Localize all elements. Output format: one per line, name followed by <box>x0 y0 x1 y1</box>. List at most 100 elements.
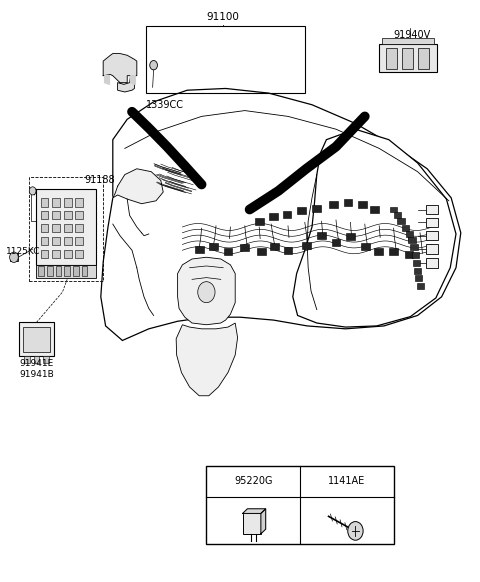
Bar <box>405 251 413 258</box>
Bar <box>29 177 103 281</box>
Text: 1339CC: 1339CC <box>146 100 184 110</box>
Bar <box>240 244 249 251</box>
Bar <box>52 211 60 219</box>
Bar <box>389 248 398 255</box>
Text: 1125KC: 1125KC <box>6 247 40 256</box>
Text: 91941E: 91941E <box>19 359 53 367</box>
Text: 91940V: 91940V <box>394 30 431 40</box>
Bar <box>64 211 72 219</box>
Text: 91100: 91100 <box>207 12 240 22</box>
Bar <box>224 248 232 255</box>
Text: 91188: 91188 <box>84 175 115 185</box>
Polygon shape <box>113 169 163 204</box>
Bar <box>317 232 326 239</box>
Polygon shape <box>261 509 266 534</box>
Bar <box>41 224 48 232</box>
Bar <box>426 231 438 240</box>
Circle shape <box>10 252 18 262</box>
Bar <box>75 237 83 245</box>
Bar <box>10 253 18 261</box>
Bar <box>209 243 218 250</box>
Bar <box>52 224 60 232</box>
Bar <box>426 205 438 214</box>
Bar <box>379 44 437 72</box>
Bar <box>397 218 405 224</box>
Bar <box>36 265 96 278</box>
Bar <box>284 247 292 254</box>
Bar <box>361 243 370 250</box>
Bar <box>43 356 49 363</box>
Bar <box>418 48 429 69</box>
Bar <box>36 189 96 265</box>
Bar <box>406 231 413 237</box>
Bar <box>410 244 418 250</box>
Bar <box>358 201 367 208</box>
Polygon shape <box>178 257 235 325</box>
Bar <box>412 252 419 258</box>
Bar <box>402 225 409 231</box>
Circle shape <box>150 61 157 70</box>
Bar <box>23 327 50 352</box>
Bar <box>19 322 54 356</box>
Bar <box>75 224 83 232</box>
Bar <box>382 38 434 44</box>
Bar <box>56 266 61 276</box>
Circle shape <box>348 521 363 540</box>
Bar <box>283 211 291 218</box>
Bar <box>82 266 87 276</box>
Bar <box>414 268 421 274</box>
Bar <box>52 198 60 207</box>
Circle shape <box>198 282 215 303</box>
Bar <box>426 244 438 254</box>
Bar <box>64 266 70 276</box>
Polygon shape <box>105 76 109 84</box>
Bar <box>426 218 438 227</box>
Bar <box>270 243 279 250</box>
Bar <box>64 198 72 207</box>
Text: 95220G: 95220G <box>234 476 273 487</box>
Bar <box>206 466 394 544</box>
Polygon shape <box>101 88 461 340</box>
Bar <box>195 246 204 253</box>
Bar <box>64 250 72 258</box>
Polygon shape <box>131 76 135 84</box>
Bar <box>402 48 413 69</box>
Bar <box>52 250 60 258</box>
Polygon shape <box>103 54 137 92</box>
Bar <box>146 26 305 93</box>
Bar <box>408 237 416 243</box>
Bar <box>242 513 261 534</box>
Bar <box>41 237 48 245</box>
Bar <box>417 283 424 289</box>
Bar <box>426 258 438 268</box>
Bar <box>386 48 397 69</box>
Bar <box>64 237 72 245</box>
Bar <box>41 211 48 219</box>
Bar <box>332 239 340 246</box>
Polygon shape <box>242 509 266 513</box>
Bar <box>38 266 44 276</box>
Bar <box>47 266 53 276</box>
Bar <box>329 201 338 208</box>
Bar <box>346 233 355 240</box>
Bar <box>34 356 39 363</box>
Bar <box>64 224 72 232</box>
Bar <box>413 260 420 266</box>
Bar <box>302 242 311 249</box>
Polygon shape <box>176 323 238 396</box>
Bar <box>370 206 379 213</box>
Text: 91941B: 91941B <box>19 370 54 378</box>
Bar <box>374 248 383 255</box>
Bar <box>75 211 83 219</box>
Text: 1141AE: 1141AE <box>328 476 365 487</box>
Bar <box>312 205 321 212</box>
Circle shape <box>29 187 36 195</box>
Bar <box>75 198 83 207</box>
Bar <box>52 237 60 245</box>
Bar <box>41 250 48 258</box>
Bar <box>73 266 79 276</box>
Bar <box>255 218 264 225</box>
Bar <box>344 199 352 206</box>
Bar <box>269 213 278 220</box>
Bar <box>415 275 422 281</box>
